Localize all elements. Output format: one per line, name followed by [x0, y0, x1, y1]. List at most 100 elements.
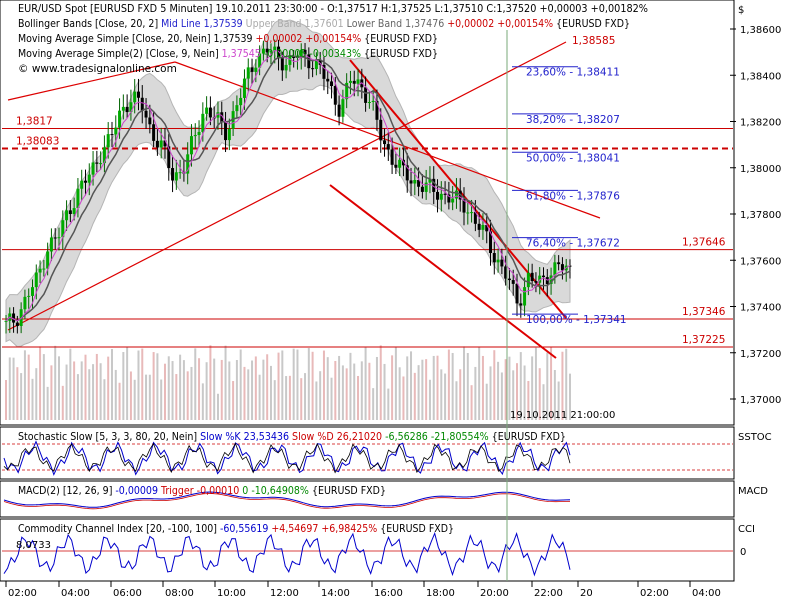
- candle-body: [280, 58, 284, 71]
- volume-bar: [198, 358, 201, 420]
- volume-bar: [504, 359, 507, 420]
- level-label: 1,37646: [682, 237, 726, 249]
- candle-body: [447, 194, 451, 203]
- volume-bar: [451, 352, 454, 420]
- candle-body: [265, 48, 269, 53]
- candle-body: [155, 140, 159, 148]
- trendline[interactable]: [329, 184, 557, 359]
- volume-bar: [65, 364, 68, 420]
- volume-bar: [88, 369, 91, 420]
- volume-bar: [474, 366, 477, 420]
- candle-body: [515, 283, 519, 304]
- candle-body: [526, 272, 530, 288]
- candle-body: [371, 100, 375, 103]
- candle-body: [409, 180, 413, 184]
- volume-bar: [126, 347, 129, 420]
- volume-bar: [428, 379, 431, 420]
- time-tick-label: 08:00: [165, 588, 194, 599]
- fib-label: 50,00% - 1,38041: [526, 152, 620, 164]
- candle-body: [451, 198, 455, 203]
- candle-body: [534, 281, 538, 283]
- candle-body: [121, 106, 125, 111]
- time-tick-label: 14:00: [321, 588, 350, 599]
- price-tick-label: 1,38400: [740, 71, 781, 82]
- candle-body: [466, 212, 470, 214]
- macd-line: [3, 491, 571, 508]
- legend-row: Moving Average Simple(2) [Close, 9, Nein…: [18, 48, 438, 60]
- volume-bar: [413, 372, 416, 420]
- volume-bar: [421, 359, 424, 420]
- volume-bar: [379, 345, 382, 420]
- candle-body: [311, 68, 315, 70]
- candle-body: [227, 128, 231, 141]
- volume-bar: [353, 363, 356, 420]
- candle-body: [186, 154, 190, 174]
- candle-body: [492, 253, 496, 263]
- candle-body: [68, 210, 72, 215]
- volume-bar: [281, 350, 284, 420]
- volume-bar: [224, 345, 227, 420]
- candle-body: [208, 107, 212, 118]
- candle-body: [178, 172, 182, 174]
- candle-body: [136, 91, 140, 98]
- currency-symbol: $: [738, 5, 744, 16]
- candle-body: [356, 79, 360, 84]
- volume-bar: [546, 352, 549, 420]
- candle-body: [159, 140, 163, 148]
- candle-body: [106, 134, 110, 148]
- volume-bar: [478, 346, 481, 420]
- trendline[interactable]: [7, 61, 176, 101]
- volume-bar: [266, 354, 269, 420]
- volume-bar: [550, 346, 553, 420]
- candle-body: [352, 80, 356, 84]
- cci-panel-label: CCI: [738, 524, 755, 535]
- trendline[interactable]: [349, 59, 567, 319]
- time-tick-label: 12:00: [270, 588, 299, 599]
- volume-bar: [107, 356, 110, 420]
- candle-body: [511, 280, 515, 284]
- candle-body: [470, 212, 474, 214]
- cci-level-label: 8,0733: [16, 540, 51, 551]
- volume-bar: [61, 385, 64, 420]
- legend-row: © www.tradesignalonline.com: [18, 63, 177, 75]
- candle-body: [163, 140, 167, 147]
- fib-label: 61,80% - 1,37876: [526, 190, 620, 202]
- volume-bar: [425, 359, 428, 420]
- volume-bar: [137, 350, 140, 420]
- volume-bar: [273, 380, 276, 420]
- fib-label: 38,20% - 1,38207: [526, 114, 620, 126]
- candle-body: [38, 268, 42, 273]
- volume-bar: [398, 367, 401, 420]
- candle-body: [436, 191, 440, 200]
- time-tick-label: 20: [580, 588, 593, 599]
- legend-row: Moving Average Simple [Close, 20, Nein] …: [18, 33, 438, 45]
- volume-bar: [383, 363, 386, 420]
- candle-body: [205, 107, 209, 114]
- candle-body: [277, 46, 281, 59]
- volume-bar: [500, 372, 503, 420]
- trendline[interactable]: [7, 41, 567, 331]
- candle-body: [367, 102, 371, 104]
- volume-bar: [523, 365, 526, 420]
- volume-bar: [110, 349, 113, 420]
- price-tick-label: 1,37200: [740, 349, 781, 360]
- volume-bar: [470, 385, 473, 420]
- candle-body: [171, 168, 175, 181]
- price-tick-label: 1,37000: [740, 395, 781, 406]
- candle-body: [110, 134, 114, 136]
- volume-bar: [341, 365, 344, 420]
- volume-bar: [319, 371, 322, 420]
- volume-bar: [300, 378, 303, 420]
- candle-body: [560, 264, 564, 271]
- volume-bar: [531, 356, 534, 420]
- candle-body: [386, 144, 390, 150]
- candle-body: [538, 275, 542, 283]
- volume-bar: [84, 354, 87, 420]
- candle-body: [61, 220, 65, 238]
- price-tick-label: 1,37400: [740, 303, 781, 314]
- volume-bar: [16, 367, 19, 420]
- candle-body: [12, 313, 16, 323]
- volume-bar: [194, 348, 197, 420]
- volume-bar: [357, 375, 360, 420]
- volume-bar: [156, 353, 159, 420]
